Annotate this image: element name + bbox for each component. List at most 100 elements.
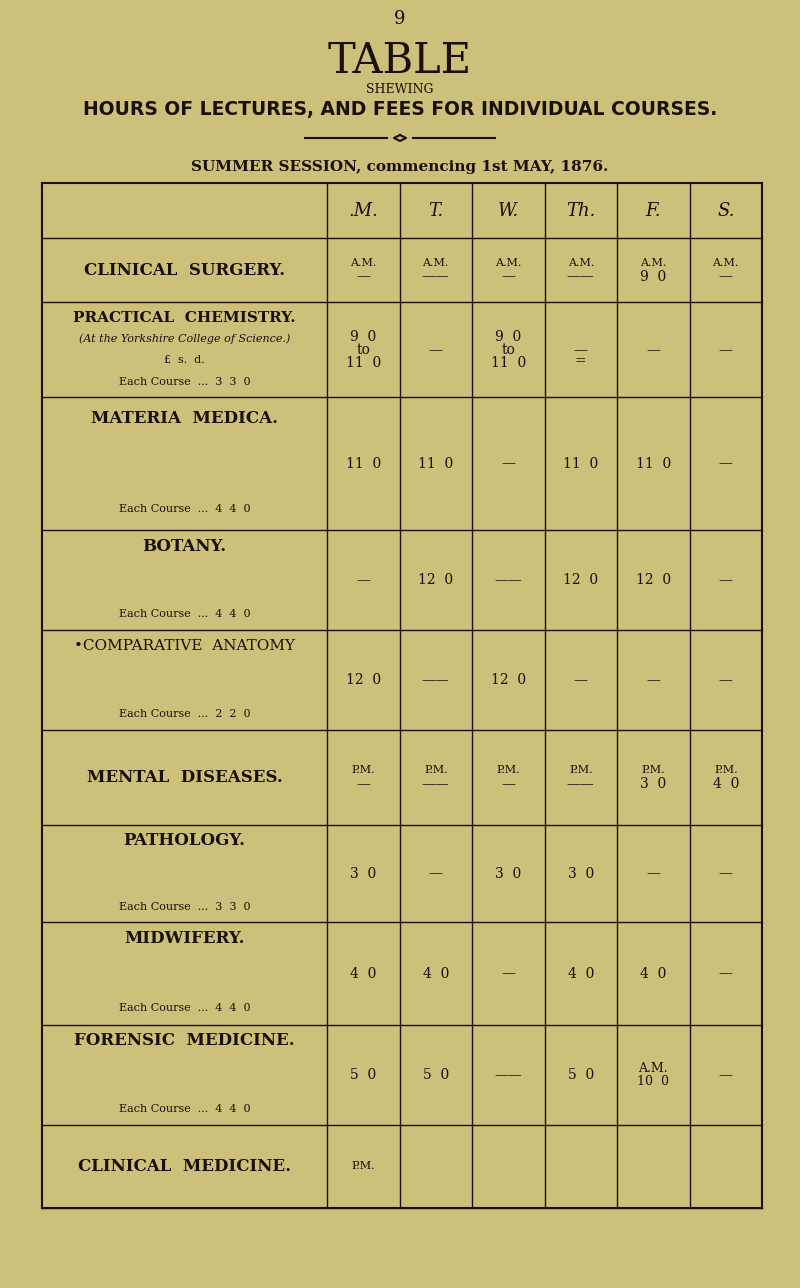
Text: —: — [502, 456, 515, 470]
Text: to: to [356, 343, 370, 357]
Text: PATHOLOGY.: PATHOLOGY. [123, 832, 246, 849]
Text: BOTANY.: BOTANY. [142, 537, 226, 555]
Text: P.M.: P.M. [642, 765, 665, 775]
Text: —: — [646, 343, 660, 357]
Text: 10  0: 10 0 [638, 1074, 670, 1087]
Text: 4  0: 4 0 [350, 966, 377, 980]
Text: —: — [719, 343, 733, 357]
Text: Each Course  ...  3  3  0: Each Course ... 3 3 0 [118, 902, 250, 912]
Text: (At the Yorkshire College of Science.): (At the Yorkshire College of Science.) [79, 334, 290, 344]
Text: A.M.: A.M. [495, 258, 522, 268]
Text: —: — [646, 674, 660, 688]
Text: ——: —— [422, 674, 450, 688]
Text: 3  0: 3 0 [640, 777, 666, 791]
Text: 12  0: 12 0 [346, 674, 381, 688]
Text: P.M.: P.M. [351, 1162, 375, 1171]
Text: SUMMER SESSION, commencing 1st MAY, 1876.: SUMMER SESSION, commencing 1st MAY, 1876… [191, 160, 609, 174]
Text: Each Course  ...  4  4  0: Each Course ... 4 4 0 [118, 609, 250, 620]
Text: —: — [646, 867, 660, 881]
Text: ——: —— [567, 777, 594, 791]
Text: —: — [429, 867, 442, 881]
Text: —: — [719, 269, 733, 283]
Text: .M.: .M. [348, 201, 378, 219]
Text: 3  0: 3 0 [568, 867, 594, 881]
Text: HOURS OF LECTURES, AND FEES FOR INDIVIDUAL COURSES.: HOURS OF LECTURES, AND FEES FOR INDIVIDU… [83, 100, 717, 118]
Text: 4  0: 4 0 [713, 777, 739, 791]
Text: —: — [502, 966, 515, 980]
Text: 9: 9 [394, 10, 406, 28]
Text: A.M.: A.M. [350, 258, 377, 268]
Text: P.M.: P.M. [569, 765, 593, 775]
Text: 9  0: 9 0 [350, 330, 376, 344]
Text: ——: —— [567, 269, 594, 283]
Text: A.M.: A.M. [713, 258, 739, 268]
Text: Each Course  ...  2  2  0: Each Course ... 2 2 0 [118, 710, 250, 719]
Text: ——: —— [422, 777, 450, 791]
Text: Each Course  ...  4  4  0: Each Course ... 4 4 0 [118, 1104, 250, 1114]
Text: P.M.: P.M. [424, 765, 447, 775]
Text: ——: —— [494, 1068, 522, 1082]
Text: 11  0: 11 0 [418, 456, 454, 470]
Text: 12  0: 12 0 [636, 573, 671, 587]
Text: CLINICAL  MEDICINE.: CLINICAL MEDICINE. [78, 1158, 291, 1175]
Text: 5  0: 5 0 [350, 1068, 376, 1082]
Text: —: — [719, 867, 733, 881]
Text: F.: F. [646, 201, 661, 219]
Text: 11  0: 11 0 [636, 456, 671, 470]
Text: —: — [574, 343, 588, 357]
Text: 12  0: 12 0 [418, 573, 454, 587]
Text: PRACTICAL  CHEMISTRY.: PRACTICAL CHEMISTRY. [73, 310, 296, 325]
Text: 5  0: 5 0 [422, 1068, 449, 1082]
Text: —: — [356, 573, 370, 587]
Text: to: to [502, 343, 515, 357]
Text: SHEWING: SHEWING [366, 82, 434, 97]
Text: CLINICAL  SURGERY.: CLINICAL SURGERY. [84, 261, 285, 278]
Text: A.M.: A.M. [638, 1061, 668, 1074]
Text: 9  0: 9 0 [640, 269, 666, 283]
Text: —: — [719, 674, 733, 688]
Text: T.: T. [428, 201, 443, 219]
Text: Th.: Th. [566, 201, 595, 219]
Text: TABLE: TABLE [328, 40, 472, 82]
Text: W.: W. [498, 201, 519, 219]
Text: —: — [356, 269, 370, 283]
Text: A.M.: A.M. [422, 258, 449, 268]
Text: —: — [356, 777, 370, 791]
Text: MENTAL  DISEASES.: MENTAL DISEASES. [86, 769, 282, 786]
Text: A.M.: A.M. [640, 258, 666, 268]
Text: —: — [719, 573, 733, 587]
Text: 11  0: 11 0 [490, 355, 526, 370]
Text: P.M.: P.M. [714, 765, 738, 775]
Text: MIDWIFERY.: MIDWIFERY. [124, 930, 245, 947]
Text: 11  0: 11 0 [346, 456, 381, 470]
Text: S.: S. [717, 201, 734, 219]
Text: A.M.: A.M. [567, 258, 594, 268]
Text: •COMPARATIVE  ANATOMY: •COMPARATIVE ANATOMY [74, 639, 295, 653]
Text: 4  0: 4 0 [567, 966, 594, 980]
Text: —: — [429, 343, 442, 357]
Text: Each Course  ...  4  4  0: Each Course ... 4 4 0 [118, 504, 250, 514]
Text: 3  0: 3 0 [495, 867, 522, 881]
Text: 12  0: 12 0 [563, 573, 598, 587]
Text: 4  0: 4 0 [422, 966, 449, 980]
Text: —: — [719, 966, 733, 980]
Text: P.M.: P.M. [351, 765, 375, 775]
Text: 11  0: 11 0 [563, 456, 598, 470]
Text: 5  0: 5 0 [568, 1068, 594, 1082]
Text: P.M.: P.M. [497, 765, 520, 775]
Text: £  s.  d.: £ s. d. [164, 355, 205, 366]
Text: ——: —— [494, 573, 522, 587]
Text: 4  0: 4 0 [640, 966, 666, 980]
Text: 12  0: 12 0 [490, 674, 526, 688]
Text: —: — [719, 1068, 733, 1082]
Text: 3  0: 3 0 [350, 867, 376, 881]
Text: =: = [575, 354, 586, 368]
Text: MATERIA  MEDICA.: MATERIA MEDICA. [91, 410, 278, 426]
Text: —: — [719, 456, 733, 470]
Text: Each Course  ...  4  4  0: Each Course ... 4 4 0 [118, 1003, 250, 1014]
Text: —: — [574, 674, 588, 688]
Text: ——: —— [422, 269, 450, 283]
Text: —: — [502, 269, 515, 283]
Text: FORENSIC  MEDICINE.: FORENSIC MEDICINE. [74, 1032, 295, 1050]
Text: 9  0: 9 0 [495, 330, 522, 344]
